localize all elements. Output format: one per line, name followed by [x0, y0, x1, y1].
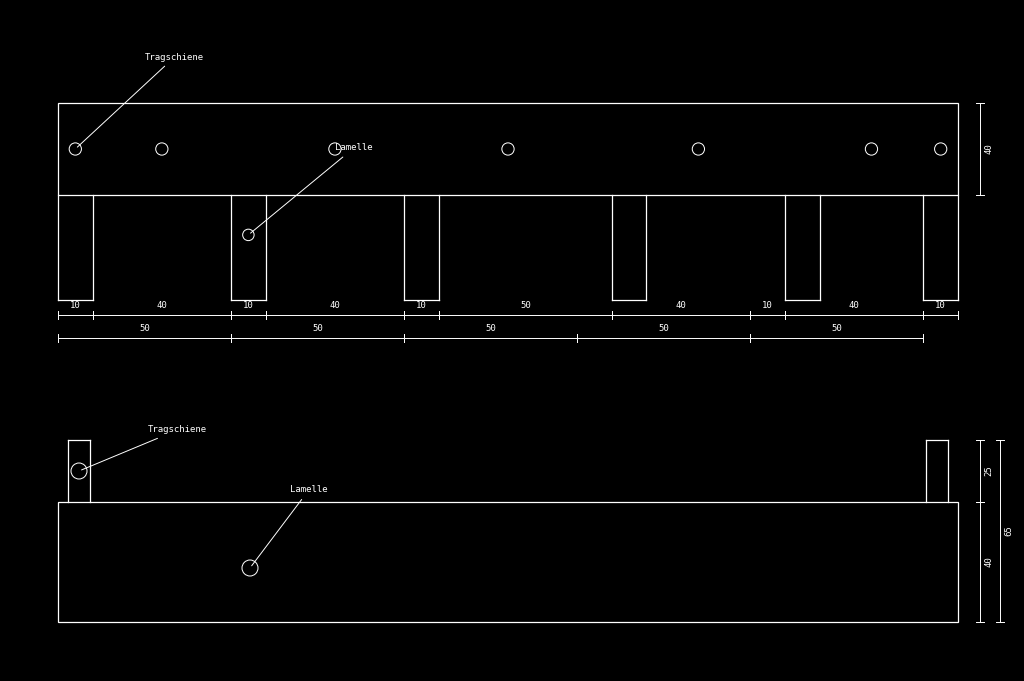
- Text: 50: 50: [312, 324, 323, 333]
- Text: Lamelle: Lamelle: [252, 486, 328, 566]
- Text: 10: 10: [762, 301, 773, 310]
- Text: Lamelle: Lamelle: [251, 144, 373, 233]
- Text: 40: 40: [676, 301, 686, 310]
- Text: 65: 65: [1004, 526, 1013, 537]
- Text: 50: 50: [831, 324, 842, 333]
- Text: 50: 50: [139, 324, 150, 333]
- Text: 50: 50: [485, 324, 496, 333]
- Text: 40: 40: [330, 301, 340, 310]
- Text: Tragschiene: Tragschiene: [82, 426, 207, 470]
- Text: 50: 50: [658, 324, 669, 333]
- Bar: [58, 103, 958, 195]
- Text: 40: 40: [984, 556, 993, 567]
- Text: 50: 50: [520, 301, 530, 310]
- Text: 10: 10: [243, 301, 254, 310]
- Text: 40: 40: [157, 301, 167, 310]
- Text: 40: 40: [849, 301, 859, 310]
- Text: 25: 25: [984, 466, 993, 477]
- Text: 10: 10: [70, 301, 81, 310]
- Text: 10: 10: [416, 301, 427, 310]
- Text: 10: 10: [935, 301, 946, 310]
- Text: 40: 40: [985, 144, 994, 155]
- Bar: [58, 502, 958, 622]
- Text: Tragschiene: Tragschiene: [78, 52, 204, 147]
